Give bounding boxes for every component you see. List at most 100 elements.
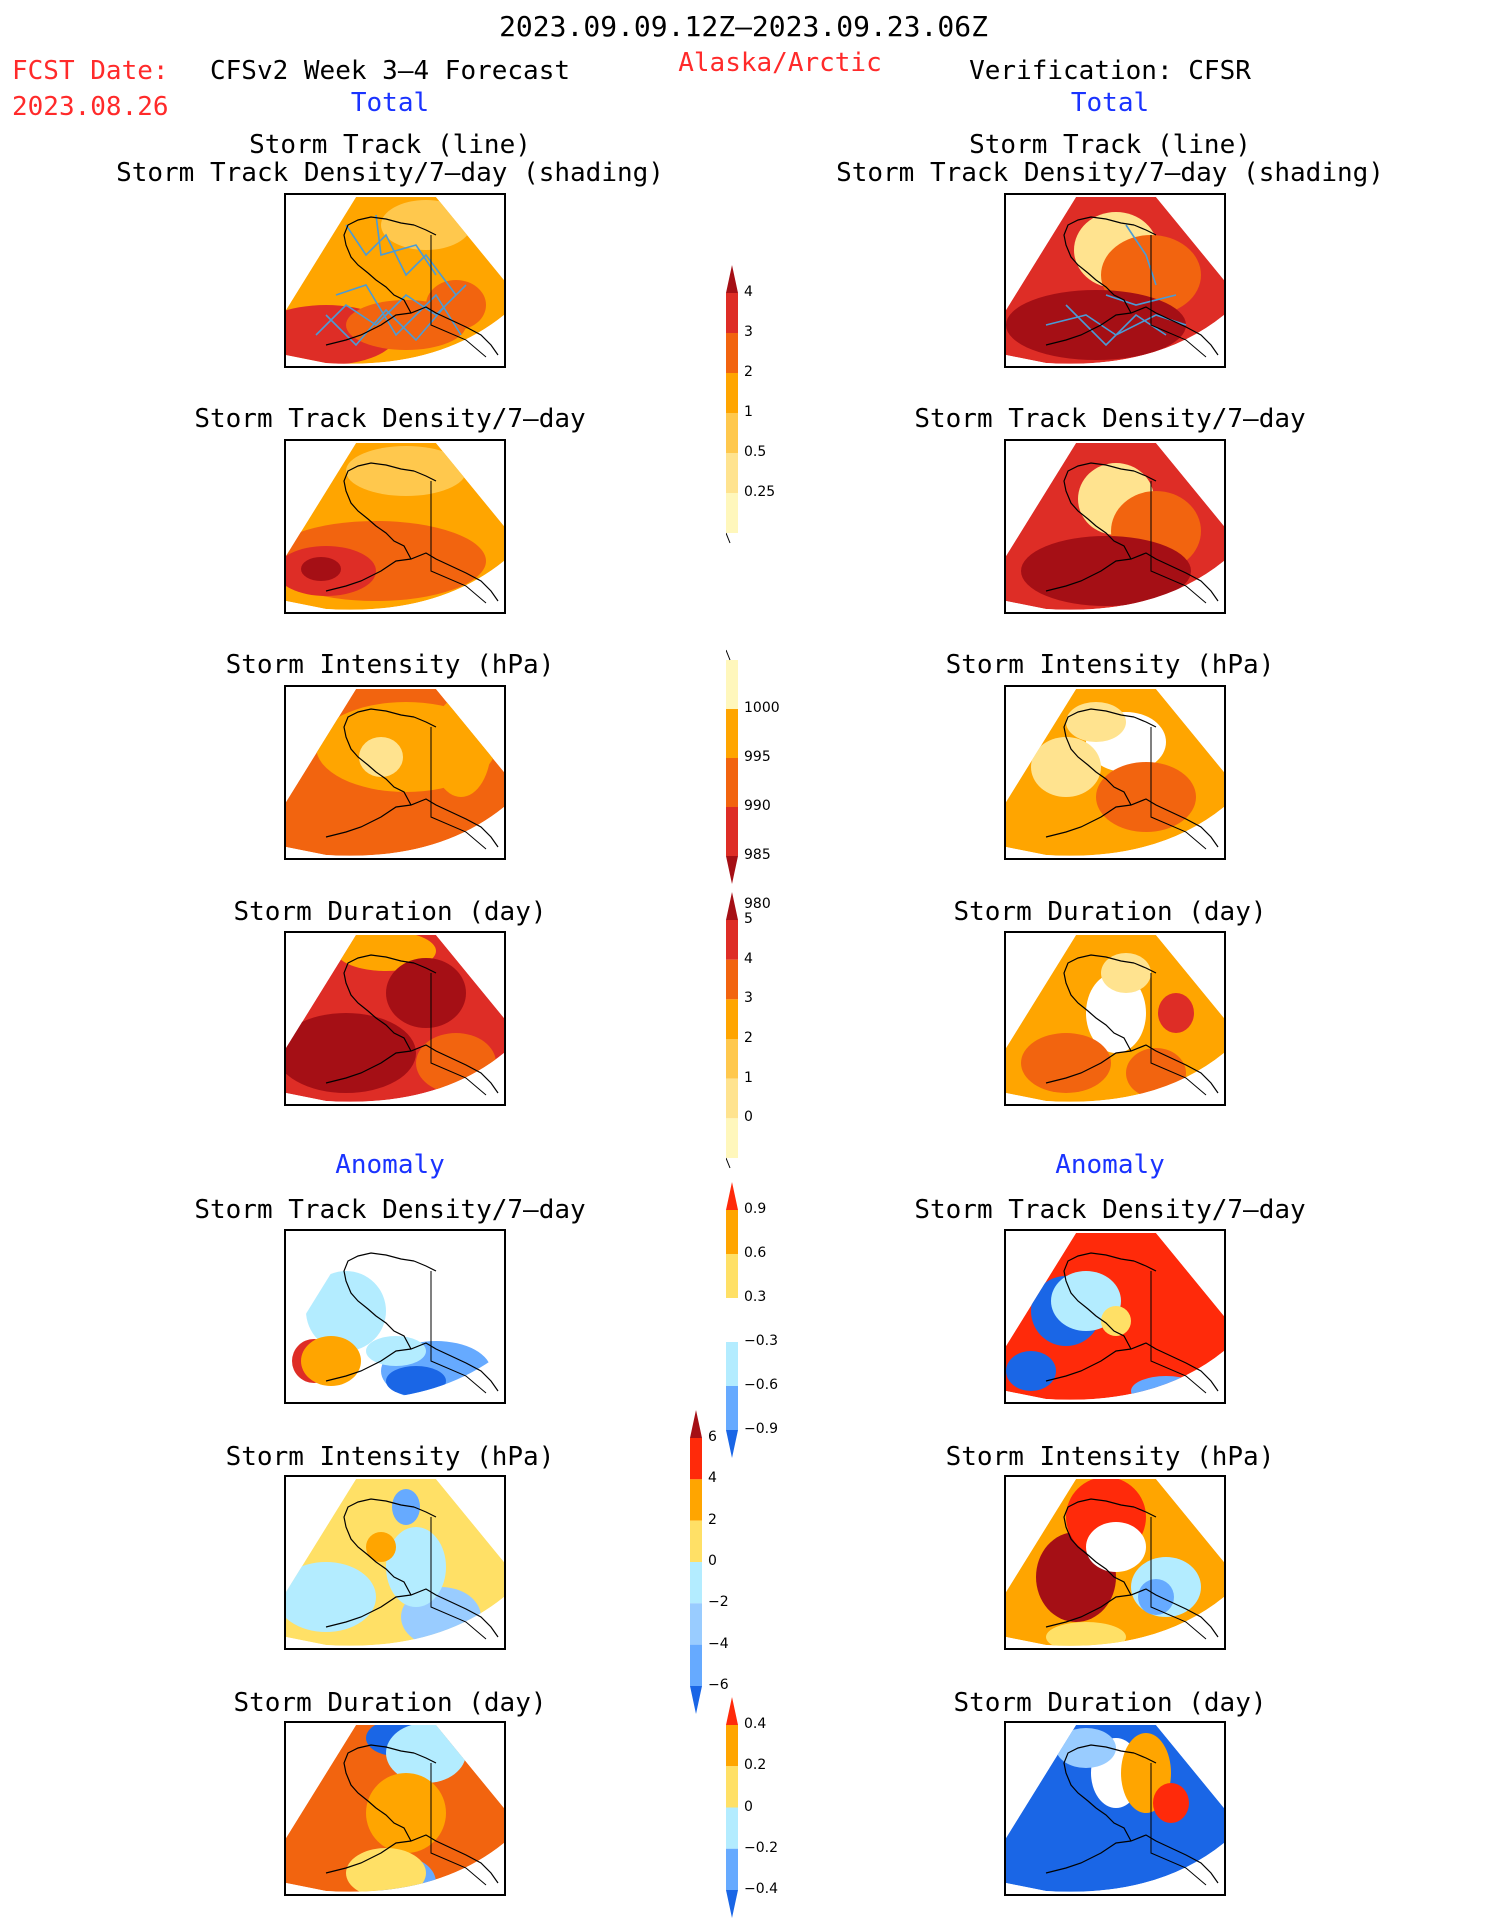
colorbar-tick-label: −0.6 bbox=[744, 1377, 778, 1393]
model-title: CFSv2 Week 3–4 Forecast bbox=[209, 56, 571, 86]
colorbar-tick-label: 0.5 bbox=[744, 444, 767, 460]
colorbar-swatch bbox=[726, 1848, 738, 1890]
colorbar-tick-label: 0.9 bbox=[744, 1201, 767, 1217]
colorbar-tick-label: 4 bbox=[744, 284, 753, 300]
colorbar-tick-label: 1000 bbox=[744, 700, 780, 716]
left-panel-6-title: Storm Intensity (hPa) bbox=[225, 1442, 555, 1472]
colorbar-swatch bbox=[726, 1725, 738, 1767]
colorbar-tick-label: −0.9 bbox=[744, 1421, 778, 1437]
colorbar-swatch bbox=[726, 999, 738, 1039]
colorbar-swatch bbox=[726, 1807, 738, 1849]
left-panel-7-title: Storm Duration (day) bbox=[233, 1688, 547, 1718]
right-map-duration bbox=[1004, 931, 1226, 1106]
colorbar-swatch bbox=[726, 1298, 738, 1342]
left-map-intensity-anomaly bbox=[284, 1475, 506, 1650]
right-map-track-density bbox=[1004, 439, 1226, 614]
colorbar-swatch bbox=[726, 1430, 738, 1458]
colorbar-duration: 5 4 3 2 1 0 bbox=[725, 890, 846, 1170]
fcst-date-value: 2023.08.26 bbox=[12, 92, 169, 122]
colorbar-swatch bbox=[726, 1210, 738, 1254]
colorbar-swatch bbox=[726, 373, 738, 413]
colorbar-swatch bbox=[726, 1697, 738, 1725]
right-anomaly-label: Anomaly bbox=[1055, 1150, 1165, 1180]
colorbar-tick-label: −0.2 bbox=[744, 1839, 778, 1856]
colorbar-swatch bbox=[726, 892, 738, 920]
left-panel-1-title1: Storm Track (line) bbox=[249, 130, 531, 160]
colorbar-tick-label: −0.4 bbox=[744, 1881, 778, 1897]
right-map-density-anomaly bbox=[1004, 1229, 1226, 1404]
colorbar-swatch bbox=[690, 1438, 702, 1480]
colorbar-tick-label: 1 bbox=[744, 404, 753, 420]
colorbar-tick-label: 4 bbox=[708, 1470, 717, 1487]
right-panel-4-title: Storm Duration (day) bbox=[953, 897, 1267, 927]
colorbar-swatch bbox=[726, 758, 738, 807]
colorbar-tick-label: 0 bbox=[708, 1553, 717, 1569]
colorbar-swatch bbox=[726, 1118, 738, 1158]
colorbar-tick-label: 0.25 bbox=[744, 484, 776, 500]
left-panel-2-title: Storm Track Density/7–day bbox=[194, 404, 586, 434]
colorbar-tick-label: −4 bbox=[708, 1635, 729, 1652]
colorbar-tick-label: 5 bbox=[744, 911, 753, 927]
right-panel-5-title: Storm Track Density/7–day bbox=[914, 1195, 1306, 1225]
colorbar-tick-label: 2 bbox=[744, 1030, 753, 1046]
colorbar-tick-label: −2 bbox=[708, 1594, 729, 1611]
right-map-storm-track bbox=[1004, 193, 1226, 368]
colorbar-swatch bbox=[690, 1479, 702, 1521]
colorbar-tick-label: 2 bbox=[744, 364, 753, 380]
verification-title: Verification: CFSR bbox=[969, 56, 1251, 86]
colorbar-swatch bbox=[726, 1182, 738, 1210]
colorbar-tick-label: 3 bbox=[744, 990, 753, 1007]
colorbar-swatch bbox=[726, 413, 738, 453]
colorbar-graphic bbox=[690, 1410, 702, 1714]
colorbar-tick-label: 0.2 bbox=[744, 1757, 767, 1774]
colorbar-swatch bbox=[726, 856, 738, 884]
colorbar-tick-label: 0.6 bbox=[744, 1245, 767, 1261]
colorbar-swatch bbox=[726, 1078, 738, 1119]
left-total-label: Total bbox=[350, 88, 430, 118]
colorbar-tick-label: 1 bbox=[744, 1069, 753, 1086]
colorbar-swatch bbox=[726, 453, 738, 493]
colorbar-swatch bbox=[726, 1254, 738, 1298]
colorbar-swatch bbox=[726, 1039, 738, 1079]
colorbar-tick-label: 985 bbox=[744, 847, 771, 863]
colorbar-swatch bbox=[726, 1890, 738, 1918]
left-panel-1-title2: Storm Track Density/7–day (shading) bbox=[116, 158, 664, 188]
colorbar-tick-label: −0.3 bbox=[744, 1333, 778, 1349]
left-anomaly-label: Anomaly bbox=[335, 1150, 445, 1180]
left-map-intensity bbox=[284, 685, 506, 860]
colorbar-tick-label: 0 bbox=[744, 1109, 753, 1126]
colorbar-swatch bbox=[726, 333, 738, 373]
colorbar-swatch bbox=[726, 1386, 738, 1430]
colorbar-swatch bbox=[726, 660, 738, 709]
colorbar-swatch bbox=[690, 1562, 702, 1604]
left-map-duration bbox=[284, 931, 506, 1106]
colorbar-intensity: 1000 995 990 985 980 bbox=[725, 648, 846, 912]
left-panel-3-title: Storm Intensity (hPa) bbox=[225, 650, 555, 680]
right-map-intensity-anomaly bbox=[1004, 1475, 1226, 1650]
colorbar-swatch bbox=[726, 807, 738, 856]
date-range-title: 2023.09.09.12Z–2023.09.23.06Z bbox=[499, 10, 988, 43]
right-panel-2-title: Storm Track Density/7–day bbox=[914, 404, 1306, 434]
right-panel-1-title2: Storm Track Density/7–day (shading) bbox=[836, 158, 1384, 188]
right-panel-6-title: Storm Intensity (hPa) bbox=[945, 1442, 1275, 1472]
colorbar-density-anomaly: 0.9 0.6 0.3 −0.3 −0.6 −0.9 bbox=[726, 1180, 846, 1460]
colorbar-graphic bbox=[726, 1697, 738, 1918]
colorbar-swatch bbox=[726, 959, 738, 1000]
colorbar-intensity-anomaly: 6 4 2 0 −2 −4 −6 bbox=[690, 1408, 810, 1716]
colorbar-swatch bbox=[690, 1410, 702, 1438]
colorbar-graphic bbox=[725, 265, 738, 544]
colorbar-tick-label: 2 bbox=[708, 1511, 717, 1528]
colorbar-swatch bbox=[726, 493, 738, 533]
colorbar-tick-label: 980 bbox=[744, 896, 771, 912]
colorbar-tick-label: 6 bbox=[708, 1429, 717, 1445]
right-panel-1-title1: Storm Track (line) bbox=[969, 130, 1251, 160]
colorbar-track-density: 4 3 2 1 0.5 0.25 bbox=[725, 263, 846, 545]
colorbar-graphic bbox=[726, 1182, 738, 1458]
left-map-density-anomaly bbox=[284, 1229, 506, 1404]
colorbar-swatch bbox=[726, 265, 738, 293]
colorbar-graphic bbox=[725, 892, 738, 1169]
colorbar-swatch bbox=[726, 293, 738, 333]
colorbar-swatch bbox=[690, 1603, 702, 1645]
right-panel-3-title: Storm Intensity (hPa) bbox=[945, 650, 1275, 680]
right-map-duration-anomaly bbox=[1004, 1721, 1226, 1896]
